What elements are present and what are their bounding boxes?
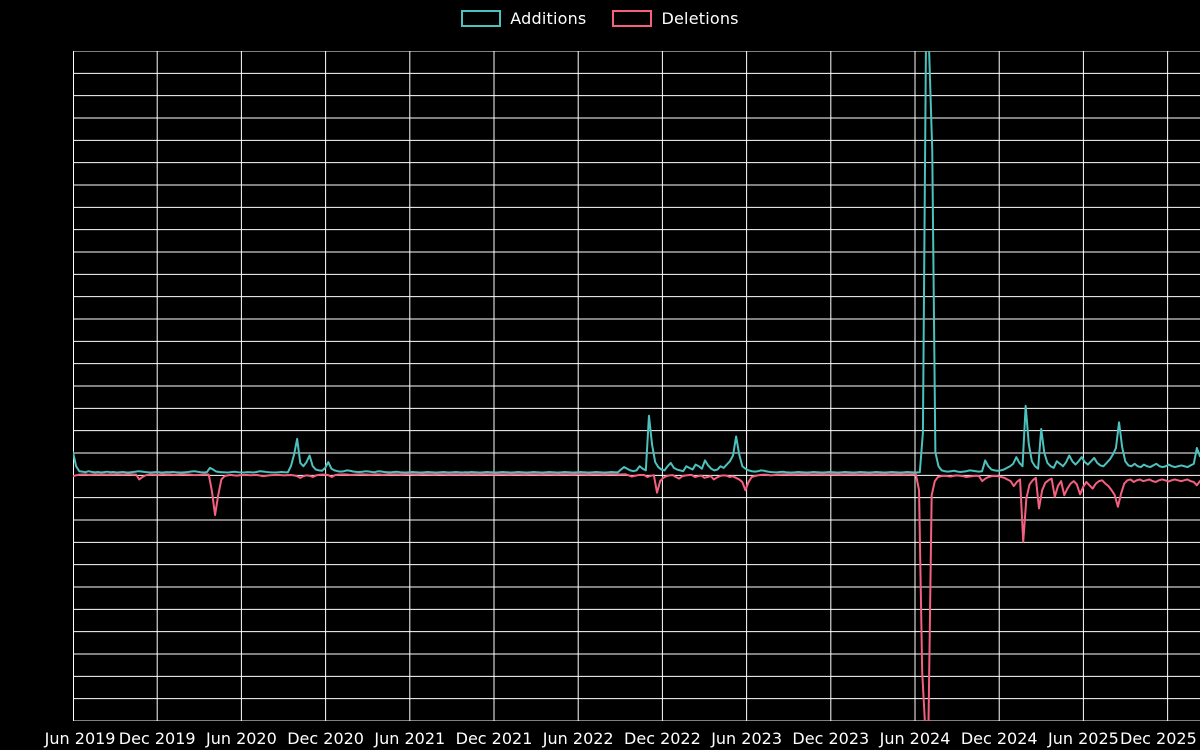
legend-swatch-deletions-icon [612, 9, 653, 27]
x-tick-label: Jun 2025 [1048, 729, 1119, 748]
x-tick-label: Dec 2023 [792, 729, 870, 748]
x-tick-label: Jun 2021 [374, 729, 446, 748]
legend-label-deletions: Deletions [661, 8, 739, 28]
x-tick-label: Dec 2019 [118, 729, 196, 748]
chart-legend: Additions Deletions [0, 4, 1200, 32]
x-tick-label: Jun 2020 [205, 729, 277, 748]
x-tick-label: Dec 2022 [624, 729, 701, 748]
series-line-additions [73, 51, 1200, 474]
x-tick-label: Dec 2021 [455, 729, 533, 748]
legend-label-additions: Additions [510, 8, 587, 28]
x-tick-label: Jun 2023 [711, 729, 782, 748]
x-tick-label: Jun 2019 [44, 729, 116, 748]
legend-entry-additions[interactable]: Additions [461, 9, 586, 28]
x-tick-label: Dec 2024 [960, 729, 1038, 748]
legend-swatch-additions-icon [461, 9, 502, 27]
plot-area [73, 51, 1200, 721]
x-tick-label: Jun 2024 [879, 729, 951, 748]
x-tick-label: Dec 2020 [287, 729, 364, 748]
x-tick-label: Jun 2022 [542, 729, 614, 748]
chart-gridlines [73, 51, 1200, 721]
legend-entry-deletions[interactable]: Deletions [612, 8, 739, 28]
x-tick-label: Dec 2025 [1120, 729, 1197, 748]
series-line-deletions [73, 473, 1200, 721]
chart-series-layer [73, 51, 1200, 721]
